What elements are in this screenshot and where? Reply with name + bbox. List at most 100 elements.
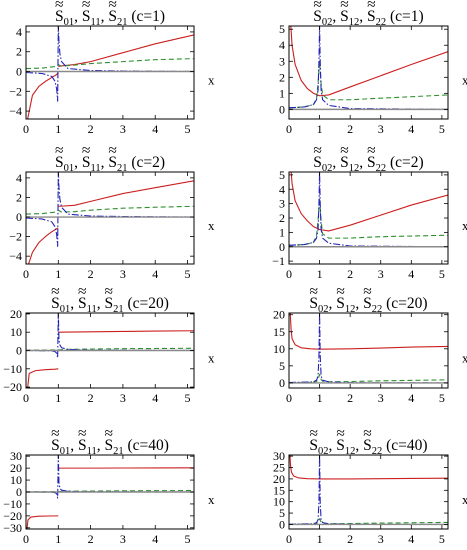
y-tick-label: 15 <box>273 483 285 497</box>
double-tilde-accent: ≈ <box>105 425 114 442</box>
title-symbol: S <box>367 8 376 25</box>
title-text: (c=2) <box>127 154 165 171</box>
double-tilde-accent: ≈ <box>309 425 318 442</box>
plot-frame <box>288 312 449 389</box>
plot-frame <box>288 171 449 265</box>
title-subscript: 02 <box>322 163 333 174</box>
title-text: , <box>332 154 340 171</box>
y-tick-label: 20 <box>273 308 285 322</box>
panel-title: S02, S12, S22 (c=1) <box>313 8 423 28</box>
y-tick-label: 5 <box>279 22 285 36</box>
y-tick-label: 0 <box>279 240 285 254</box>
plot-area <box>26 172 194 264</box>
y-tick-label: −20 <box>3 380 22 394</box>
title-subscript: 21 <box>117 17 128 28</box>
title-symbol: S <box>367 154 376 171</box>
y-tick-label: 10 <box>10 473 22 487</box>
title-text: , <box>70 295 78 312</box>
double-tilde-accent: ≈ <box>82 0 91 13</box>
y-tick-label: 4 <box>16 171 22 185</box>
panel-title: S01, S11, S21 (c=2) <box>55 154 165 174</box>
x-tick-label: 5 <box>185 122 191 136</box>
double-tilde-accent: ≈ <box>363 425 372 442</box>
title-subscript: 22 <box>376 163 387 174</box>
x-axis-label: x <box>208 492 215 507</box>
y-tick-label: 25 <box>273 461 285 475</box>
title-symbol: S <box>336 437 345 454</box>
y-tick-label: −30 <box>3 521 22 535</box>
title-text: , <box>97 437 105 454</box>
x-axis-label: x <box>208 73 215 88</box>
title-text: (c=20) <box>124 295 169 312</box>
y-tick-label: 1 <box>279 86 285 100</box>
x-tick-label: 5 <box>439 267 445 281</box>
x-tick-label: 2 <box>88 532 94 546</box>
y-tick-label: 15 <box>273 325 285 339</box>
x-tick-label: 4 <box>408 532 414 546</box>
title-text: , <box>97 295 105 312</box>
x-tick-label: 4 <box>408 391 414 405</box>
y-tick-label: −10 <box>3 362 22 376</box>
series-line-green <box>289 373 448 384</box>
title-text: , <box>101 154 109 171</box>
title-symbol: S <box>340 154 349 171</box>
series-line-blue <box>26 172 194 247</box>
title-symbol: S <box>340 8 349 25</box>
x-tick-label: 0 <box>23 267 29 281</box>
plot-area <box>289 26 448 111</box>
y-tick-label: 5 <box>279 168 285 182</box>
y-tick-label: 10 <box>10 325 22 339</box>
x-tick-label: 3 <box>120 532 126 546</box>
plot-frame <box>288 25 449 120</box>
series-line-blue <box>289 26 448 110</box>
plot-area <box>26 313 194 388</box>
series-line-green <box>289 60 448 109</box>
x-axis-label: x <box>462 492 467 507</box>
y-tick-label: 0 <box>16 65 22 79</box>
title-subscript: 22 <box>372 446 383 457</box>
title-subscript: 12 <box>349 163 360 174</box>
title-text: , <box>329 437 337 454</box>
x-tick-label: 5 <box>185 267 191 281</box>
series-line-green <box>26 205 194 215</box>
title-subscript: 21 <box>113 304 124 315</box>
title-subscript: 01 <box>60 304 71 315</box>
title-symbol: S <box>313 8 322 25</box>
x-tick-label: 5 <box>439 122 445 136</box>
y-tick-label: 30 <box>273 449 285 463</box>
x-tick-label: 2 <box>88 267 94 281</box>
title-subscript: 22 <box>376 17 387 28</box>
title-text: , <box>355 295 363 312</box>
x-tick-label: 5 <box>439 532 445 546</box>
x-axis-label: x <box>208 351 215 366</box>
x-tick-label: 2 <box>347 267 353 281</box>
x-tick-label: 1 <box>55 391 61 405</box>
plot-area <box>289 172 448 248</box>
y-tick-label: 10 <box>273 342 285 356</box>
x-tick-label: 0 <box>23 122 29 136</box>
title-text: , <box>355 437 363 454</box>
title-subscript: 11 <box>87 446 97 457</box>
title-symbol: S <box>78 437 87 454</box>
panel-title: S02, S12, S22 (c=40) <box>309 437 427 457</box>
x-tick-label: 4 <box>152 391 158 405</box>
y-tick-label: 20 <box>10 461 22 475</box>
y-tick-label: 30 <box>10 449 22 463</box>
x-tick-label: 0 <box>286 267 292 281</box>
double-tilde-accent: ≈ <box>82 142 91 159</box>
x-tick-label: 0 <box>286 122 292 136</box>
title-subscript: 22 <box>372 304 383 315</box>
title-subscript: 01 <box>64 163 75 174</box>
title-text: (c=1) <box>386 8 424 25</box>
series-line-red <box>27 330 194 388</box>
x-tick-label: 2 <box>88 391 94 405</box>
title-text: (c=40) <box>124 437 169 454</box>
title-symbol: S <box>51 437 60 454</box>
double-tilde-accent: ≈ <box>313 142 322 159</box>
title-subscript: 12 <box>345 446 356 457</box>
y-tick-label: 20 <box>273 472 285 486</box>
title-subscript: 12 <box>349 17 360 28</box>
title-symbol: S <box>108 8 117 25</box>
